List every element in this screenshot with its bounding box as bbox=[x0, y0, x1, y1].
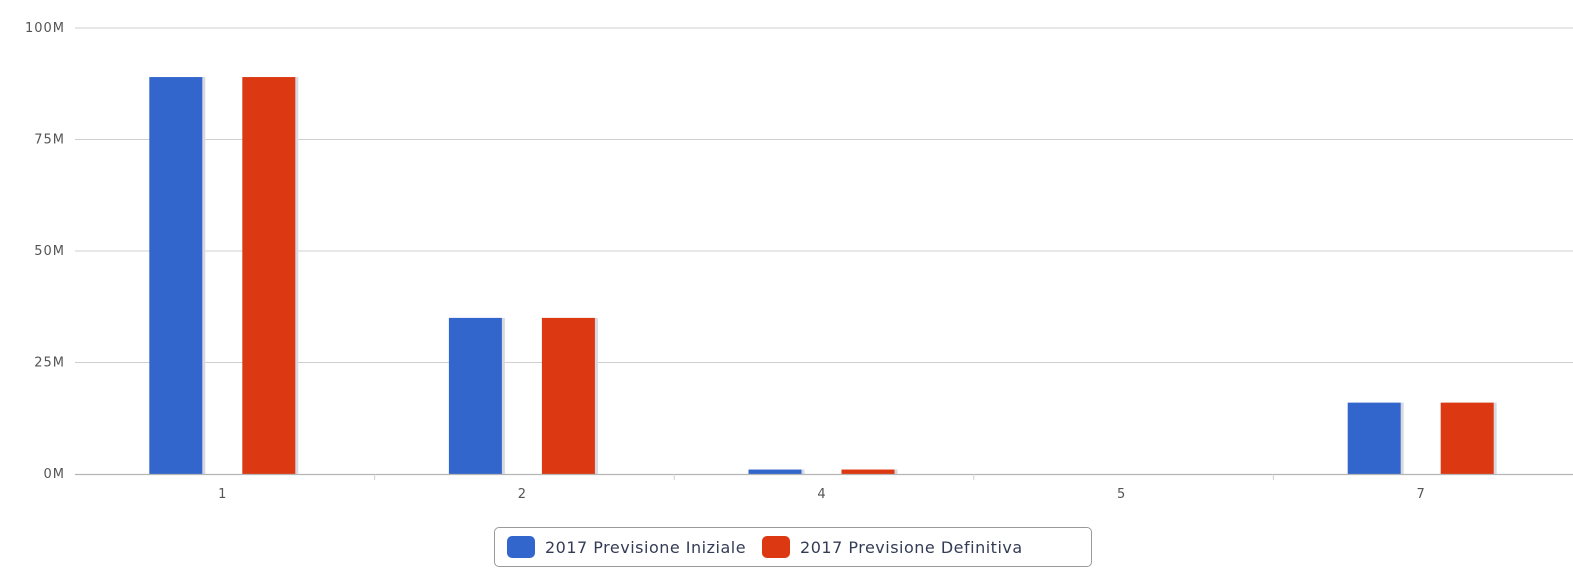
legend-label-series-1: 2017 Previsione Iniziale bbox=[545, 537, 747, 557]
legend-item-series-1[interactable]: 2017 Previsione Iniziale bbox=[507, 536, 746, 558]
y-tick-label: 25M bbox=[34, 356, 65, 371]
y-tick-label: 75M bbox=[34, 133, 65, 148]
bar-series-2-cat-1[interactable] bbox=[242, 77, 296, 474]
x-tick-label: 4 bbox=[817, 487, 826, 502]
x-tick-label: 1 bbox=[218, 487, 227, 502]
x-tick-label: 5 bbox=[1117, 487, 1126, 502]
x-tick-label: 2 bbox=[518, 487, 527, 502]
y-tick-label: 50M bbox=[34, 244, 65, 259]
grid-lines bbox=[75, 27, 1573, 363]
legend: 2017 Previsione Iniziale 2017 Previsione… bbox=[494, 527, 1092, 567]
y-tick-label: 0M bbox=[44, 467, 66, 482]
y-tick-label: 100M bbox=[25, 21, 65, 36]
bar-series-1-cat-4[interactable] bbox=[748, 469, 802, 474]
x-tick-label: 7 bbox=[1417, 487, 1426, 502]
x-axis bbox=[75, 473, 1573, 480]
legend-label-series-2: 2017 Previsione Definitiva bbox=[800, 537, 1023, 557]
bar-series-2-cat-2[interactable] bbox=[541, 317, 595, 474]
y-axis-ticks: 0M 25M 50M 75M 100M bbox=[25, 21, 66, 482]
bar-series-1-cat-2[interactable] bbox=[448, 317, 502, 474]
legend-swatch-series-1 bbox=[507, 536, 535, 558]
x-axis-ticks: 1 2 4 5 7 bbox=[218, 487, 1426, 502]
bar-series-1-cat-1[interactable] bbox=[149, 77, 203, 474]
bar-series-1-cat-7[interactable] bbox=[1347, 402, 1401, 474]
bar-series-2-cat-7[interactable] bbox=[1440, 402, 1494, 474]
bar-series-2-cat-4[interactable] bbox=[841, 469, 895, 474]
legend-swatch-series-2 bbox=[762, 536, 791, 558]
bars bbox=[149, 77, 1497, 474]
legend-item-series-2[interactable]: 2017 Previsione Definitiva bbox=[762, 536, 1023, 558]
